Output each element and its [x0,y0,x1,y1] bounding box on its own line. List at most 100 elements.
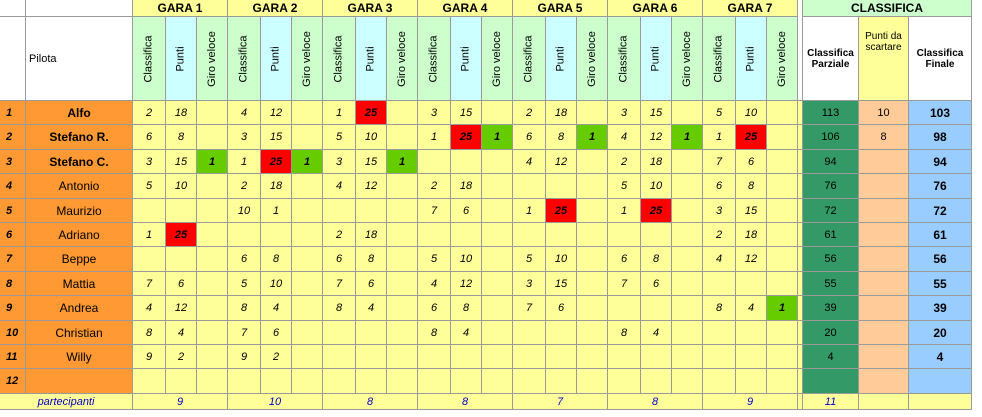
classifica-cell: 2 [513,101,546,125]
punti-cell: 1 [261,199,292,223]
race-2-sub-punti: Punti [261,17,292,101]
race-header-1-text: GARA 1 [157,1,203,15]
punti-cell [451,223,482,247]
classifica-cell [133,369,166,394]
race-6-sub-punti: Punti [641,17,672,101]
classifica-cell [608,296,641,321]
classifica-cell: 3 [133,150,166,174]
classifica-cell: 5 [418,247,451,272]
classifica-finale-cell: 72 [909,199,972,223]
giro-veloce-cell [387,321,418,345]
punti-cell: 12 [166,296,197,321]
punti-cell: 18 [641,150,672,174]
classifica-cell-text: 3 [715,204,723,217]
classifica-parziale-cell-text: 20 [824,326,837,339]
race-1-sub-classifica: Classifica [133,17,166,101]
row-number: 12 [0,369,26,394]
classifica-parziale-cell-text: 55 [824,277,837,290]
giro-veloce-cell [767,223,798,247]
partecipanti-count-7: 9 [703,394,798,410]
pilot-name-text: Alfo [67,105,91,120]
classifica-cell-text: 1 [335,106,343,119]
classifica-cell: 2 [418,174,451,199]
classifica-cell-text: 7 [525,302,533,314]
giro-veloce-cell-text: 1 [778,302,786,314]
giro-veloce-cell [577,321,608,345]
punti-cell: 15 [261,125,292,150]
punti-da-scartare-cell [859,272,909,296]
classifica-title-text: CLASSIFICA [851,1,923,15]
classifica-finale-cell: 76 [909,174,972,199]
punti-cell-text: 25 [554,204,568,217]
race-header-7-text: GARA 7 [727,1,773,15]
giro-veloce-cell [197,272,228,296]
gap-cell [798,321,803,345]
classifica-parziale-cell: 4 [803,345,859,369]
partecipanti-count-5: 7 [513,394,608,410]
giro-veloce-cell [767,345,798,369]
punti-cell-text: 4 [367,302,375,314]
classifica-finale-cell-text: 39 [933,301,947,315]
punti-cell-text: 8 [557,131,565,143]
race-5-sub-giro-veloce: Giro veloce [577,17,608,101]
punti-cell: 6 [166,272,197,296]
classifica-finale-cell: 94 [909,150,972,174]
giro-veloce-cell [387,296,418,321]
classifica-cell [418,223,451,247]
row-number: 11 [0,345,26,369]
punti-cell-text: 8 [272,253,280,265]
punti-cell [546,223,577,247]
gap-cell [798,199,803,223]
giro-veloce-cell [387,125,418,150]
classifica-cell-text: 2 [240,180,248,192]
classifica-cell-text: 4 [525,155,533,168]
footer-blank-1 [859,394,909,410]
punti-cell-text: 15 [269,131,283,143]
giro-veloce-cell-text: 1 [588,131,596,143]
pilot-name: Stefano R. [26,125,133,150]
classifica-cell: 3 [323,150,356,174]
classifica-cell: 5 [228,272,261,296]
race-4-sub-punti: Punti [451,17,482,101]
punti-da-scartare-cell [859,174,909,199]
race-7-sub-classifica-text: Classifica [713,34,726,83]
punti-cell-text: 25 [649,204,663,217]
race-header-2-text: GARA 2 [252,1,298,15]
punti-cell-text: 12 [744,253,758,265]
punti-cell-text: 12 [459,277,473,290]
classifica-cell: 1 [418,125,451,150]
classifica-cell-text: 7 [620,277,628,290]
partecipanti-count-5-text: 7 [556,395,564,408]
punti-cell-text: 4 [747,302,755,314]
classifica-cell: 6 [703,174,736,199]
classifica-cell-text: 3 [240,131,248,143]
punti-cell: 25 [166,223,197,247]
classifica-cell-text: 4 [240,106,248,119]
giro-veloce-cell [197,199,228,223]
classifica-cell: 7 [513,296,546,321]
punti-cell-text: 4 [272,302,280,314]
partecipanti-total-text: 11 [824,395,837,408]
giro-veloce-cell: 1 [482,125,513,150]
punti-cell-text: 6 [747,155,755,168]
punti-da-scartare-cell [859,199,909,223]
classifica-finale-cell-text: 56 [933,252,947,266]
classifica-cell-text: 5 [620,180,628,192]
punti-cell [736,272,767,296]
punti-cell-text: 15 [649,106,663,119]
punti-cell: 18 [356,223,387,247]
punti-cell: 2 [261,345,292,369]
classifica-cell: 5 [133,174,166,199]
partecipanti-count-1: 9 [133,394,228,410]
giro-veloce-cell [577,150,608,174]
classifica-cell: 4 [323,174,356,199]
giro-veloce-cell [672,247,703,272]
punti-cell-text: 15 [459,106,473,119]
classifica-cell-text: 1 [430,131,438,143]
punti-cell-text: 25 [174,228,188,241]
classifica-parziale-cell: 61 [803,223,859,247]
giro-veloce-cell [767,174,798,199]
pilot-name: Antonio [26,174,133,199]
classifica-cell-text: 7 [335,277,343,290]
punti-cell [356,369,387,394]
